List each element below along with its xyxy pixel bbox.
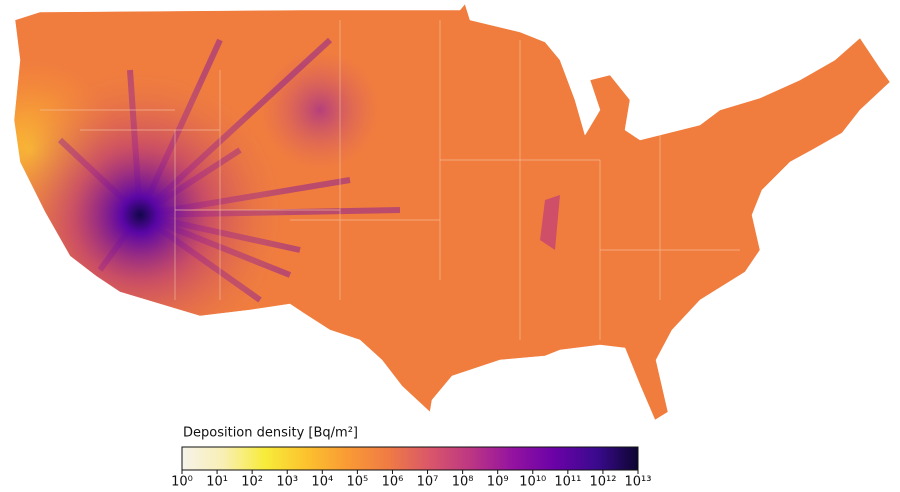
colorbar-tick-label: 10⁵ xyxy=(347,475,369,490)
colorbar-tick-label: 10³ xyxy=(276,475,298,490)
colorbar-tick-label: 10⁸ xyxy=(452,475,474,490)
colorbar-tick-label: 10¹ xyxy=(206,475,228,490)
colorbar-title: Deposition density [Bq/m²] xyxy=(183,426,358,441)
colorbar-tick-label: 10⁶ xyxy=(382,475,404,490)
colorbar-gradient xyxy=(181,446,639,471)
colorbar-tick-label: 10⁰ xyxy=(171,475,193,490)
colorbar-tick-label: 10¹² xyxy=(589,475,616,490)
colorbar-tick-label: 10¹³ xyxy=(625,475,652,490)
colorbar-tick-label: 10² xyxy=(241,475,263,490)
colorbar: 10⁰ 10¹ 10² 10³ 10⁴ 10⁵ 10⁶ 10⁷ 10⁸ 10⁹ 10¹⁰ 10¹¹ 10… xyxy=(171,446,652,490)
deposition-map xyxy=(14,4,890,420)
colorbar-tick-label: 10⁹ xyxy=(487,475,509,490)
colorbar-tick-label: 10¹⁰ xyxy=(519,475,546,490)
colorbar-tick-label: 10⁴ xyxy=(311,475,333,490)
colorbar-tick-label: 10¹¹ xyxy=(554,475,581,490)
colorbar-tick-label: 10⁷ xyxy=(417,475,439,490)
